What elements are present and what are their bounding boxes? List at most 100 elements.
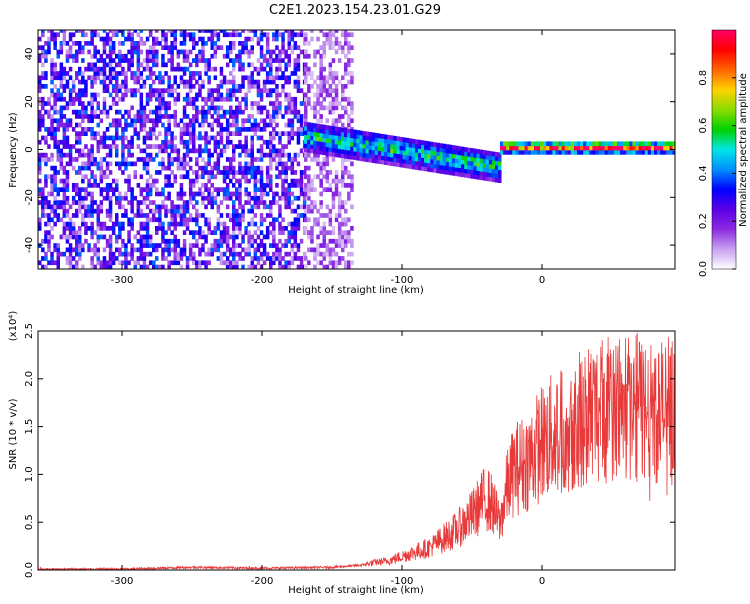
heatmap-cell bbox=[408, 138, 413, 144]
heatmap-cell bbox=[250, 101, 254, 106]
spectrogram-x-axis-label: Height of straight line (km) bbox=[288, 285, 424, 296]
heatmap-cell bbox=[216, 165, 221, 171]
heatmap-cell bbox=[461, 168, 465, 173]
heatmap-cell bbox=[555, 145, 559, 151]
heatmap-cell bbox=[614, 150, 618, 155]
heatmap-cell bbox=[284, 75, 288, 81]
heatmap-cell bbox=[210, 41, 214, 46]
heatmap-cell bbox=[216, 191, 221, 197]
heatmap-cell bbox=[111, 58, 116, 63]
heatmap-cell bbox=[133, 71, 137, 76]
heatmap-cell bbox=[56, 260, 60, 266]
heatmap-cell bbox=[411, 156, 416, 161]
heatmap-cell bbox=[192, 84, 196, 89]
heatmap-cell bbox=[127, 30, 131, 33]
heatmap-cell bbox=[278, 264, 282, 269]
heatmap-cell bbox=[304, 121, 308, 127]
heatmap-cell bbox=[111, 256, 116, 261]
heatmap-cell bbox=[133, 75, 137, 81]
heatmap-cell bbox=[232, 58, 236, 63]
heatmap-cell bbox=[476, 174, 480, 180]
heatmap-cell bbox=[393, 140, 397, 145]
heatmap-cell bbox=[145, 62, 150, 68]
heatmap-cell bbox=[299, 213, 304, 218]
heatmap-cell bbox=[387, 135, 391, 140]
heatmap-cell bbox=[319, 165, 323, 171]
heatmap-cell bbox=[210, 36, 214, 42]
heatmap-cell bbox=[299, 122, 304, 128]
heatmap-cell bbox=[278, 213, 282, 218]
heatmap-cell bbox=[53, 243, 57, 248]
heatmap-cell bbox=[161, 251, 165, 257]
heatmap-cell bbox=[167, 84, 171, 89]
heatmap-cell bbox=[334, 84, 339, 89]
heatmap-cell bbox=[272, 114, 276, 119]
heatmap-cell bbox=[225, 32, 230, 38]
heatmap-cell bbox=[259, 221, 264, 227]
heatmap-cell bbox=[96, 221, 100, 227]
heatmap-cell bbox=[182, 58, 187, 63]
heatmap-cell bbox=[247, 114, 251, 119]
heatmap-cell bbox=[108, 66, 113, 72]
heatmap-cell bbox=[262, 84, 267, 89]
heatmap-cell bbox=[99, 187, 104, 192]
heatmap-cell bbox=[272, 131, 276, 136]
heatmap-cell bbox=[216, 152, 221, 158]
heatmap-cell bbox=[210, 114, 214, 119]
heatmap-cell bbox=[313, 256, 317, 261]
heatmap-cell bbox=[350, 154, 354, 160]
heatmap-cell bbox=[124, 109, 128, 115]
heatmap-cell bbox=[188, 49, 193, 55]
heatmap-cell bbox=[108, 122, 113, 128]
heatmap-cell bbox=[121, 238, 125, 244]
heatmap-cell bbox=[121, 157, 125, 162]
heatmap-cell bbox=[259, 49, 264, 55]
heatmap-cell bbox=[207, 178, 211, 184]
heatmap-cell bbox=[167, 264, 171, 269]
heatmap-cell bbox=[90, 152, 94, 158]
heatmap-cell bbox=[148, 109, 153, 115]
heatmap-cell bbox=[235, 109, 239, 115]
heatmap-cell bbox=[124, 122, 128, 128]
heatmap-cell bbox=[430, 154, 434, 160]
heatmap-cell bbox=[347, 230, 351, 235]
heatmap-cell bbox=[185, 101, 190, 106]
heatmap-cell bbox=[328, 41, 333, 46]
heatmap-cell bbox=[278, 131, 282, 136]
heatmap-cell bbox=[521, 150, 526, 155]
heatmap-cell bbox=[62, 96, 67, 102]
heatmap-cell bbox=[38, 75, 42, 81]
heatmap-cell bbox=[210, 127, 214, 132]
heatmap-cell bbox=[537, 150, 541, 155]
heatmap-cell bbox=[347, 49, 351, 55]
heatmap-cell bbox=[253, 183, 258, 188]
heatmap-cell bbox=[68, 144, 73, 149]
heatmap-cell bbox=[262, 200, 267, 205]
heatmap-cell bbox=[225, 247, 230, 253]
heatmap-cell bbox=[253, 79, 258, 85]
heatmap-cell bbox=[188, 118, 193, 124]
heatmap-cell bbox=[344, 217, 348, 223]
heatmap-cell bbox=[130, 92, 134, 98]
heatmap-cell bbox=[121, 84, 125, 89]
heatmap-cell bbox=[164, 174, 168, 180]
heatmap-cell bbox=[201, 53, 205, 59]
heatmap-cell bbox=[296, 58, 301, 63]
heatmap-cell bbox=[127, 217, 131, 223]
heatmap-cell bbox=[235, 32, 239, 38]
heatmap-cell bbox=[148, 32, 153, 38]
heatmap-cell bbox=[50, 152, 54, 158]
heatmap-cell bbox=[470, 148, 474, 153]
heatmap-cell bbox=[238, 66, 242, 72]
heatmap-cell bbox=[170, 204, 174, 210]
heatmap-cell bbox=[328, 208, 333, 214]
heatmap-cell bbox=[222, 53, 227, 59]
heatmap-cell bbox=[275, 114, 279, 119]
heatmap-cell bbox=[75, 238, 79, 244]
heatmap-cell bbox=[334, 251, 339, 257]
heatmap-cell bbox=[118, 226, 122, 231]
heatmap-cell bbox=[41, 101, 45, 106]
heatmap-cell bbox=[62, 195, 67, 201]
heatmap-cell bbox=[192, 260, 196, 266]
heatmap-cell bbox=[577, 141, 581, 147]
